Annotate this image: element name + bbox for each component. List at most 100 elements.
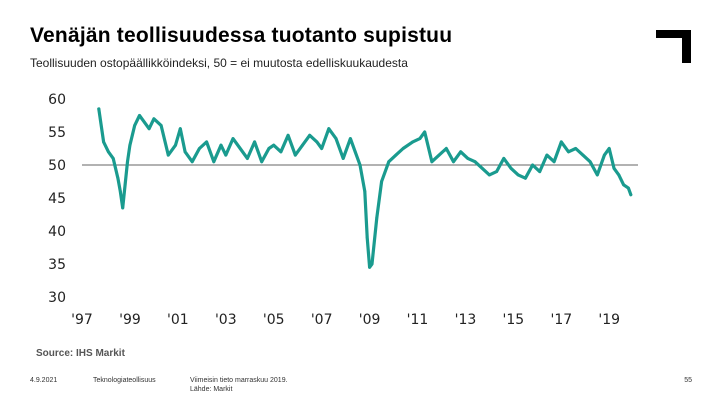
series-point (147, 127, 151, 131)
series-point (444, 147, 448, 150)
series-point (581, 153, 585, 157)
series-point (301, 143, 304, 147)
series-point (253, 140, 256, 144)
y-axis: 30 35 40 45 50 55 60 (48, 92, 66, 306)
series-point (574, 147, 578, 150)
footer-note-line-2: Lähde: Markit (190, 386, 233, 393)
series-point (293, 153, 297, 157)
x-tick-label: '09 (359, 312, 381, 328)
series-point (622, 183, 626, 187)
series-point (341, 157, 345, 160)
series-point (334, 137, 338, 141)
series-point (627, 186, 630, 190)
series-point (308, 133, 312, 137)
series-point (279, 150, 283, 154)
series-point (133, 124, 137, 127)
series-point (538, 170, 542, 174)
series-point (375, 216, 379, 220)
footer-date: 4.9.2021 (30, 377, 58, 384)
series-point (327, 127, 331, 131)
series-point (418, 137, 422, 141)
series-point (430, 160, 434, 164)
series-point (370, 262, 374, 266)
series-point (368, 265, 371, 269)
series-point (387, 160, 391, 164)
series-point (523, 176, 527, 180)
series-point (116, 176, 120, 180)
series-point (121, 206, 125, 210)
series-point (607, 147, 611, 150)
series-point (320, 147, 324, 150)
series-point (612, 166, 616, 170)
x-tick-label: '07 (311, 312, 333, 328)
y-tick-label: 35 (48, 257, 66, 273)
x-axis: '97 '99 '01 '03 '05 '07 '09 '11 '13 '15 '17 '19 (71, 312, 620, 328)
series-point (272, 143, 276, 147)
chart-subtitle: Teollisuuden ostopäällikköindeksi, 50 = … (30, 56, 408, 70)
series-point (128, 143, 132, 147)
x-tick-label: '01 (167, 312, 189, 328)
y-tick-label: 55 (48, 125, 66, 141)
series-point (349, 137, 352, 141)
series-point (231, 137, 235, 141)
series-point (224, 153, 228, 157)
series-point (552, 160, 556, 164)
series-point (459, 150, 463, 154)
series-point (198, 147, 201, 150)
series-point (97, 107, 101, 111)
series-point (545, 153, 549, 157)
series-point (588, 160, 592, 164)
series-point (212, 160, 216, 164)
series-point (617, 173, 621, 177)
series-point (238, 147, 242, 150)
chart-source: Source: IHS Markit (36, 348, 125, 359)
y-tick-label: 60 (48, 92, 66, 108)
series-point (138, 114, 141, 117)
series-point (353, 150, 357, 154)
series-point (118, 190, 122, 193)
series-point (267, 147, 271, 150)
series-point (411, 140, 415, 144)
series-point (502, 157, 506, 160)
series-point (516, 173, 520, 177)
y-tick-label: 40 (48, 224, 66, 240)
footer-organization: Teknologiateollisuus (93, 377, 156, 384)
x-tick-label: '19 (598, 312, 620, 328)
series-point (394, 153, 398, 157)
series-point (152, 117, 156, 121)
x-tick-label: '03 (215, 312, 237, 328)
series-point (480, 166, 484, 170)
x-tick-label: '13 (455, 312, 477, 328)
y-tick-label: 50 (48, 158, 66, 174)
series-point (183, 150, 187, 154)
series-layer (97, 107, 633, 269)
series-point (629, 193, 633, 197)
series-point (466, 157, 470, 160)
x-tick-label: '05 (263, 312, 285, 328)
series-point (401, 147, 405, 150)
series-point (174, 143, 177, 147)
series-point (178, 127, 182, 131)
series-line (97, 107, 633, 269)
series-point (219, 143, 223, 147)
series-point (495, 170, 499, 174)
x-tick-label: '17 (550, 312, 572, 328)
series-point (166, 153, 170, 157)
series-point (142, 120, 146, 124)
y-tick-label: 45 (48, 191, 66, 207)
series-point (315, 140, 319, 144)
series-point (423, 130, 427, 134)
series-point (363, 190, 367, 193)
series-point (603, 153, 606, 157)
series-point (260, 160, 264, 164)
x-tick-label: '99 (119, 312, 141, 328)
series-point (365, 236, 369, 240)
series-point (380, 180, 383, 183)
page-title: Venäjän teollisuudessa tuotanto supistuu (30, 24, 453, 47)
series-point (123, 183, 127, 187)
series-point (205, 140, 209, 144)
series-point (567, 150, 570, 154)
series-point (286, 133, 290, 137)
series-point (452, 160, 455, 164)
y-tick-label: 30 (48, 290, 66, 306)
